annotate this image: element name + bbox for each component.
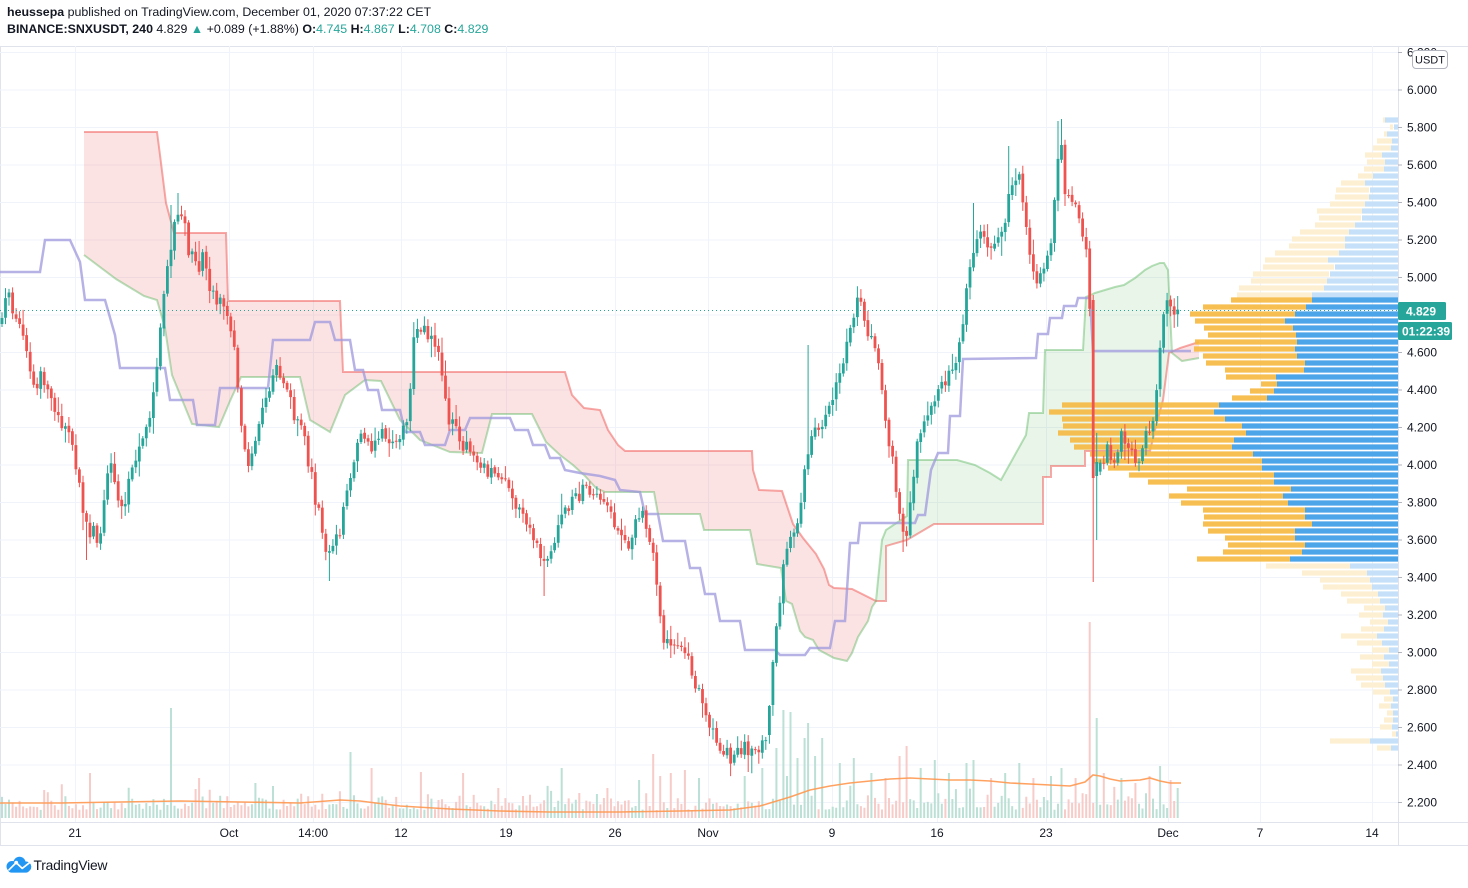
svg-text:3.800: 3.800 — [1407, 496, 1437, 510]
svg-text:USDT: USDT — [1415, 55, 1445, 67]
svg-text:3.200: 3.200 — [1407, 608, 1437, 622]
svg-text:2.600: 2.600 — [1407, 721, 1437, 735]
svg-text:4.400: 4.400 — [1407, 383, 1437, 397]
svg-text:12: 12 — [394, 826, 408, 840]
svg-text:14: 14 — [1365, 826, 1379, 840]
svg-text:5.600: 5.600 — [1407, 158, 1437, 172]
svg-text:5.400: 5.400 — [1407, 196, 1437, 210]
svg-text:4.600: 4.600 — [1407, 346, 1437, 360]
svg-text:4.200: 4.200 — [1407, 421, 1437, 435]
svg-text:Oct: Oct — [220, 826, 239, 840]
svg-text:19: 19 — [499, 826, 513, 840]
svg-text:23: 23 — [1039, 826, 1053, 840]
svg-text:2.800: 2.800 — [1407, 683, 1437, 697]
svg-text:4.000: 4.000 — [1407, 458, 1437, 472]
svg-text:5.000: 5.000 — [1407, 271, 1437, 285]
svg-text:heussepa published on TradingV: heussepa published on TradingView.com, D… — [7, 5, 431, 19]
svg-text:5.200: 5.200 — [1407, 233, 1437, 247]
svg-text:7: 7 — [1257, 826, 1264, 840]
svg-text:6.000: 6.000 — [1407, 83, 1437, 97]
svg-text:14:00: 14:00 — [298, 826, 328, 840]
svg-text:26: 26 — [608, 826, 622, 840]
svg-text:2.400: 2.400 — [1407, 758, 1437, 772]
svg-text:16: 16 — [930, 826, 944, 840]
svg-text:4.829: 4.829 — [1406, 305, 1436, 319]
svg-text:3.600: 3.600 — [1407, 533, 1437, 547]
svg-text:BINANCE:SNXUSDT, 240 4.829 ▲ +: BINANCE:SNXUSDT, 240 4.829 ▲ +0.089 (+1.… — [7, 22, 488, 36]
svg-text:Nov: Nov — [697, 826, 718, 840]
svg-text:9: 9 — [829, 826, 836, 840]
svg-text:21: 21 — [68, 826, 82, 840]
svg-text:3.400: 3.400 — [1407, 571, 1437, 585]
svg-text:Dec: Dec — [1157, 826, 1178, 840]
svg-text:3.000: 3.000 — [1407, 646, 1437, 660]
svg-text:2.200: 2.200 — [1407, 796, 1437, 810]
svg-text:5.800: 5.800 — [1407, 121, 1437, 135]
svg-text:TradingView: TradingView — [34, 858, 108, 873]
svg-text:01:22:39: 01:22:39 — [1402, 325, 1450, 339]
